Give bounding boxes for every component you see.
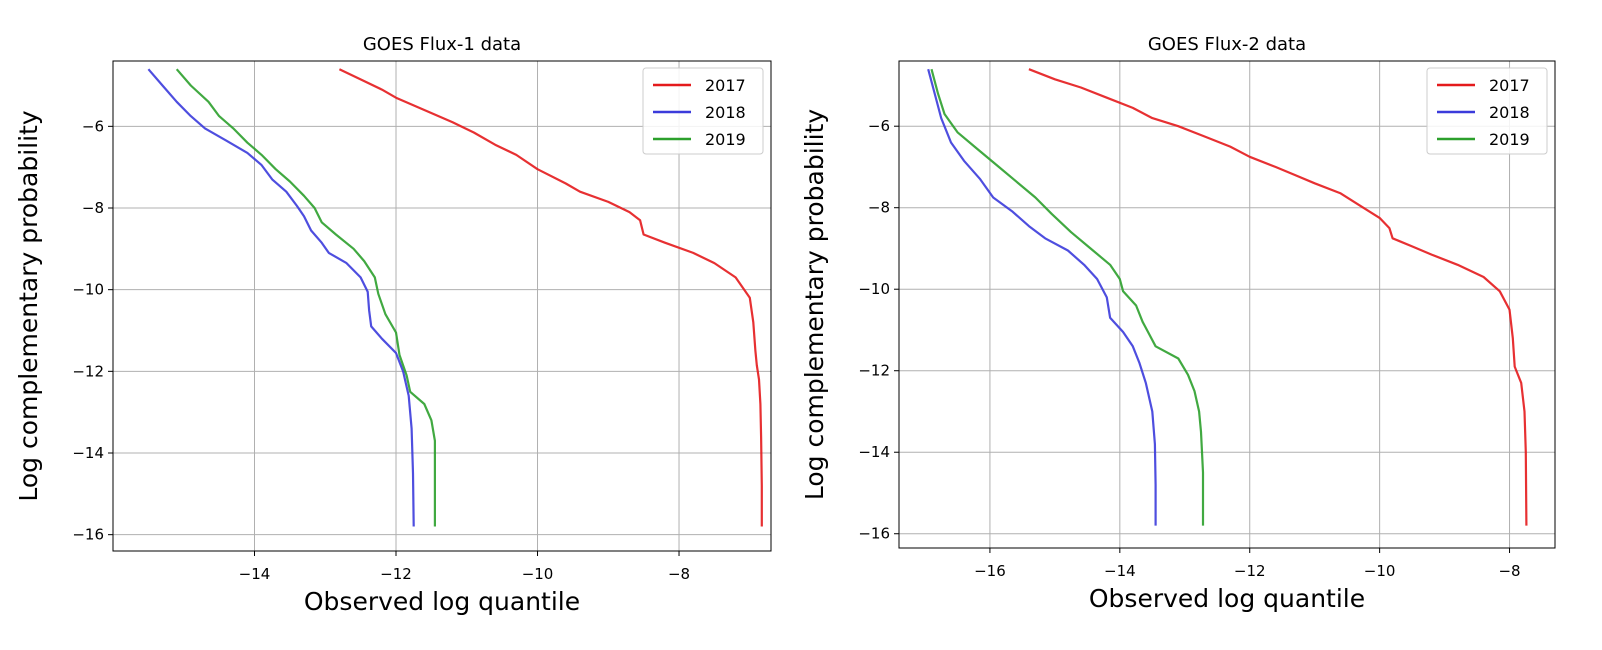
plot-frame [898,60,1556,549]
chart-title: GOES Flux-2 data [1148,34,1306,55]
y-axis-label: Log complementary probability [800,109,829,501]
legend-label: 2017 [705,76,746,95]
y-axis-label: Log complementary probability [14,110,43,502]
y-tick-label: −8 [82,199,104,217]
series-line-2019 [175,68,436,527]
x-tick-label: −12 [1234,562,1266,580]
y-tick-label: −10 [72,281,104,299]
legend-box [642,67,764,155]
x-tick-label: −16 [974,562,1006,580]
y-tick-label: −12 [72,362,104,380]
legend-label: 2018 [1489,103,1530,122]
y-tick-label: −6 [868,117,890,135]
legend-box [1426,67,1548,155]
y-tick-label: −12 [858,362,890,380]
x-tick-label: −12 [380,565,412,583]
x-tick-label: −14 [239,565,271,583]
legend: 2017 2018 2019 [642,67,764,155]
series-line-2018 [927,68,1157,526]
series-line-2018 [147,68,415,527]
legend-label: 2018 [705,103,746,122]
chart-panel-flux-1: −14 −12 −10 −8 −6 −8 −10 −12 −14 −16 GOES Flux-1 d… [14,34,772,616]
x-tick-label: −14 [1104,562,1136,580]
x-axis-label: Observed log quantile [304,587,580,616]
series-line-2017 [338,68,763,527]
series-line-2019 [930,68,1205,526]
x-tick-label: −8 [668,565,690,583]
y-tick-label: −14 [858,443,890,461]
x-axis-label: Observed log quantile [1089,584,1365,613]
series-line-2017 [1028,68,1528,526]
y-tick-label: −16 [858,525,890,543]
y-tick-label: −6 [82,117,104,135]
y-tick-label: −16 [72,526,104,544]
y-tick-label: −8 [868,199,890,217]
legend: 2017 2018 2019 [1426,67,1548,155]
chart-panel-flux-2: −16 −14 −12 −10 −8 −6 −8 −10 −12 −14 −16 GOES Flux-… [800,34,1556,613]
y-tick-label: −10 [858,280,890,298]
legend-label: 2019 [1489,130,1530,149]
legend-label: 2017 [1489,76,1530,95]
chart-title: GOES Flux-1 data [363,34,521,55]
y-tick-label: −14 [72,444,104,462]
legend-label: 2019 [705,130,746,149]
plot-frame [112,60,772,552]
x-tick-label: −10 [522,565,554,583]
x-tick-label: −10 [1364,562,1396,580]
x-tick-label: −8 [1498,562,1520,580]
